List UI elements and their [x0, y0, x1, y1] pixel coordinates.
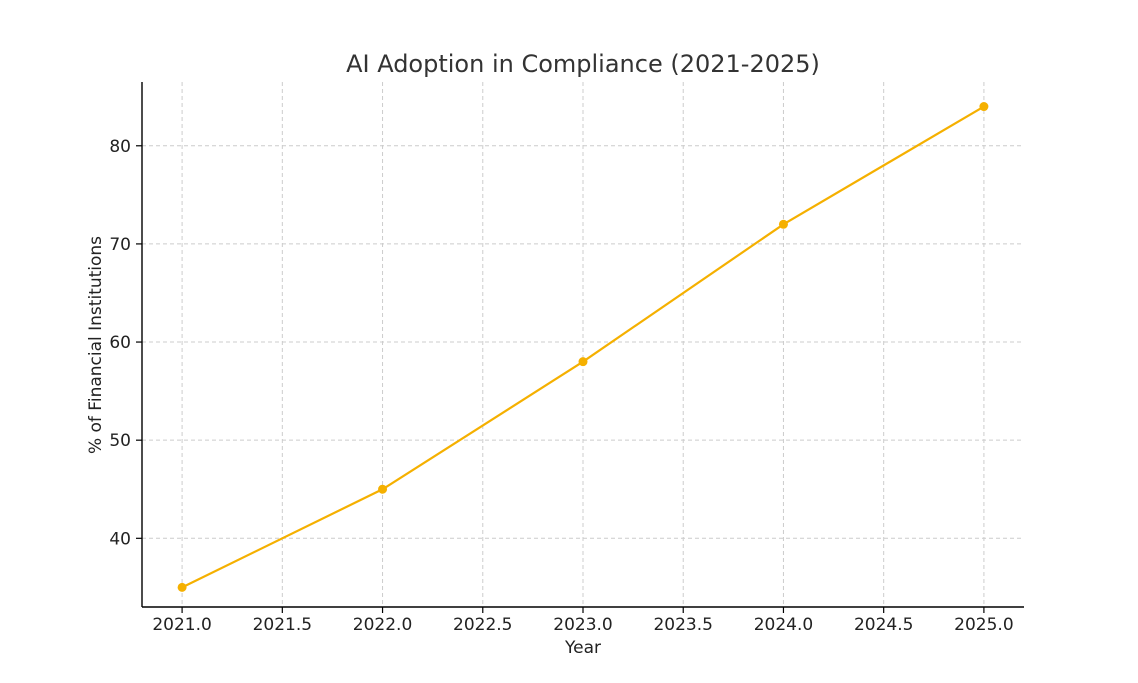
- series-line: [181, 105, 985, 589]
- x-axis-label: Year: [564, 638, 601, 658]
- data-point: [979, 102, 989, 112]
- y-tick-label: 60: [109, 333, 131, 353]
- x-tick-label: 2023.0: [553, 615, 612, 635]
- x-tick-label: 2023.5: [653, 615, 712, 635]
- x-tick-label: 2022.5: [453, 615, 512, 635]
- y-axis-label: % of Financial Institutions: [86, 236, 106, 454]
- chart-title: AI Adoption in Compliance (2021-2025): [346, 50, 820, 78]
- x-tick-label: 2024.0: [754, 615, 813, 635]
- y-tick-label: 70: [109, 235, 131, 255]
- y-tick-label: 50: [109, 431, 131, 451]
- data-point: [378, 484, 388, 494]
- data-point: [177, 582, 187, 592]
- y-tick-label: 80: [109, 137, 131, 157]
- ticks: 2021.0 2021.5 2022.0 2022.5 2023.0 2023.5 2024…: [109, 137, 1013, 635]
- x-tick-label: 2021.0: [152, 615, 211, 635]
- series: [177, 102, 989, 592]
- x-tick-label: 2024.5: [854, 615, 913, 635]
- data-point: [778, 219, 788, 229]
- grid: [142, 82, 1024, 607]
- x-tick-label: 2025.0: [954, 615, 1013, 635]
- data-point: [578, 357, 588, 367]
- y-tick-label: 40: [109, 529, 131, 549]
- x-tick-label: 2021.5: [253, 615, 312, 635]
- x-tick-label: 2022.0: [353, 615, 412, 635]
